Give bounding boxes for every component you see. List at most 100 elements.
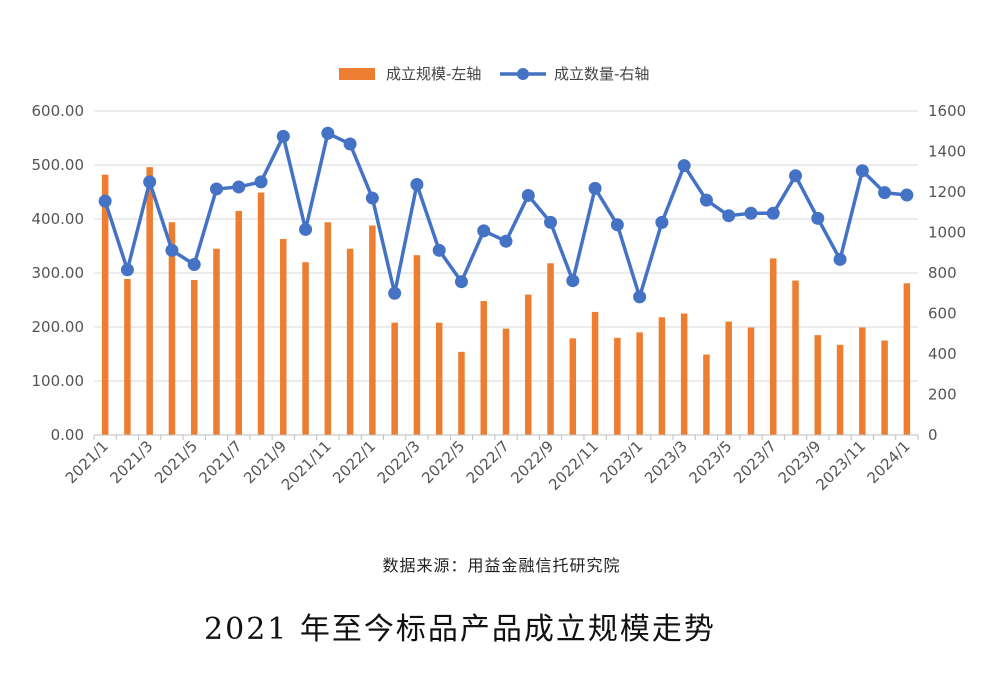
line-point: [833, 252, 847, 266]
source-note: 数据来源：用益金融信托研究院: [382, 556, 621, 575]
line-point: [588, 181, 602, 195]
x-axis-tick-label: 2022/3: [374, 437, 424, 487]
bar: [859, 327, 866, 435]
bar: [792, 280, 799, 435]
left-axis-tick-label: 100.00: [32, 372, 85, 390]
bar: [146, 167, 153, 435]
left-axis-tick-label: 500.00: [32, 156, 85, 174]
bar: [814, 335, 822, 435]
line-point: [521, 188, 535, 202]
bar: [413, 255, 421, 435]
line-point: [744, 206, 758, 220]
left-axis-tick-label: 0.00: [51, 426, 84, 444]
right-axis-tick-label: 0: [928, 426, 938, 444]
bar: [257, 192, 265, 435]
bar: [391, 322, 398, 435]
right-axis-tick-label: 600: [928, 305, 957, 323]
line-point: [98, 194, 112, 208]
line-point: [454, 275, 468, 289]
bar: [525, 294, 532, 435]
chart: 0.00 100.00 200.00 300.00 400.00 500.00 600.00…: [32, 65, 967, 494]
line-point: [410, 178, 424, 192]
bar: [324, 222, 332, 435]
x-axis-tick-label: 2023/1: [596, 437, 646, 487]
bar: [235, 210, 243, 435]
legend-label-bar: 成立规模-左轴: [386, 65, 481, 83]
bar: [124, 278, 131, 435]
bar: [458, 351, 465, 435]
line-point: [811, 211, 825, 225]
bar: [502, 328, 510, 435]
series-line: [103, 131, 908, 299]
line-point: [254, 175, 268, 189]
line-point: [187, 257, 201, 271]
bar: [213, 248, 220, 435]
line-point: [677, 159, 691, 173]
bar: [658, 317, 666, 435]
line-point: [343, 137, 357, 151]
bar: [369, 225, 376, 435]
x-axis-tick-label: 2022/7: [463, 437, 513, 487]
left-axis-tick-label: 400.00: [32, 210, 85, 228]
line-point: [633, 290, 647, 304]
bar: [190, 280, 198, 435]
right-axis-tick-label: 1200: [928, 183, 966, 201]
line-series: [98, 126, 914, 304]
bar: [903, 283, 911, 435]
line-point: [499, 234, 513, 248]
left-axis-tick-label: 200.00: [32, 318, 85, 336]
line-point: [209, 182, 223, 196]
right-axis-tick-label: 400: [928, 345, 957, 363]
line-point: [388, 286, 402, 300]
bar: [747, 327, 755, 435]
right-axis-tick-label: 800: [928, 264, 957, 282]
gridlines: [94, 110, 918, 382]
legend: 成立规模-左轴 成立数量-右轴: [339, 65, 649, 83]
bar: [614, 337, 621, 435]
right-axis-tick-label: 1400: [928, 143, 966, 161]
bar: [881, 340, 888, 435]
right-axis-tick-label: 1000: [928, 224, 966, 242]
x-axis-tick-label: 2021/1: [62, 437, 112, 487]
bar: [302, 262, 309, 435]
bar: [280, 238, 287, 435]
line-point: [276, 129, 290, 143]
line-point: [299, 222, 313, 236]
x-axis-tick-label: 2023/3: [641, 437, 691, 487]
x-axis-tick-label: 2023/11: [812, 437, 869, 494]
bar: [769, 258, 777, 435]
line-point: [120, 263, 134, 277]
bar: [703, 354, 710, 435]
bar: [435, 322, 443, 435]
bar: [836, 344, 844, 435]
bar: [636, 332, 643, 435]
right-axis-tick-label: 200: [928, 386, 957, 404]
bar: [591, 311, 599, 435]
bar: [101, 174, 109, 435]
x-axis-tick-label: 2023/5: [685, 437, 735, 487]
line-point: [789, 169, 803, 183]
line-point: [699, 193, 713, 207]
line-point: [766, 206, 780, 220]
right-axis-tick-label: 1600: [928, 102, 966, 120]
line-point: [544, 215, 558, 229]
bar: [547, 263, 554, 435]
left-axis-tick-label: 600.00: [32, 102, 85, 120]
line-point: [878, 186, 892, 200]
line-point: [365, 191, 379, 205]
bar: [569, 338, 577, 435]
bar: [168, 222, 176, 435]
line-point: [655, 215, 669, 229]
line-point: [855, 164, 869, 178]
x-axis-tick-label: 2022/11: [545, 437, 602, 494]
x-axis-tick-label: 2024/1: [864, 437, 914, 487]
bar: [480, 301, 487, 435]
line-point: [143, 175, 157, 189]
bar-series: [101, 167, 911, 435]
line-point: [900, 188, 914, 202]
bar: [680, 313, 688, 435]
line-point: [610, 218, 624, 232]
line-point: [321, 126, 335, 140]
legend-swatch-bar: [339, 68, 375, 80]
x-axis-tick-label: 2021/5: [151, 437, 201, 487]
